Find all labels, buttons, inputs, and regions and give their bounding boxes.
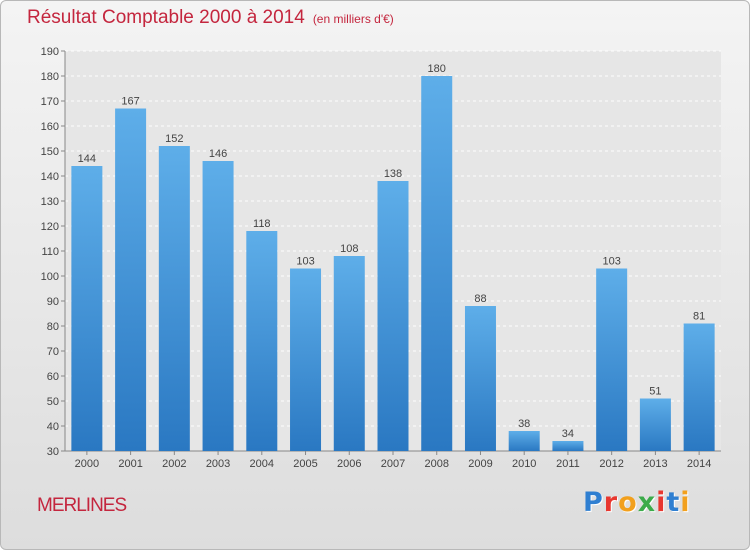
y-tick-label: 30 [47,446,59,458]
data-label-2001: 167 [121,96,139,108]
data-label-2013: 51 [649,386,661,398]
y-tick-label: 120 [41,221,59,233]
y-tick-label: 150 [41,146,59,158]
data-label-2000: 144 [78,153,96,165]
chart-subtitle: (en milliers d'€) [312,12,394,26]
y-tick-label: 180 [41,71,59,83]
data-label-2003: 146 [209,148,227,160]
x-tick-label-2011: 2011 [556,458,580,470]
y-tick-label: 70 [47,346,59,358]
bar-2007 [377,181,409,451]
y-tick-label: 140 [41,171,59,183]
y-tick-label: 60 [47,371,59,383]
bar-2001 [115,108,147,451]
logo-letter: t [666,487,681,518]
chart-title-text: Résultat Comptable 2000 à 2014 [27,7,305,28]
x-tick-label-2010: 2010 [512,458,536,470]
x-tick-label-2006: 2006 [337,458,361,470]
logo-letter: r [603,487,619,518]
bar-2009 [464,306,496,451]
y-tick-label: 110 [41,246,59,258]
bar-2002 [158,146,190,451]
x-tick-label-2012: 2012 [599,458,623,470]
x-tick-label-2009: 2009 [468,458,492,470]
x-tick-label-2008: 2008 [424,458,448,470]
x-tick-label-2007: 2007 [381,458,405,470]
data-label-2012: 103 [602,256,620,268]
y-tick-label: 190 [41,46,59,58]
data-label-2009: 88 [474,293,486,305]
y-tick-label: 130 [41,196,59,208]
commune-name: MERLINES [37,495,127,516]
bar-2006 [333,256,365,451]
proxiti-logo: Proxiti [583,487,691,518]
y-tick-label: 80 [47,321,59,333]
logo-letter: i [656,487,667,518]
y-tick-label: 170 [41,96,59,108]
y-tick-label: 50 [47,396,59,408]
data-label-2005: 103 [296,256,314,268]
x-tick-label-2005: 2005 [293,458,317,470]
x-tick-label-2013: 2013 [643,458,667,470]
data-label-2007: 138 [384,168,402,180]
bar-2013 [639,398,671,451]
logo-letter: P [583,487,604,518]
x-tick-label-2014: 2014 [687,458,711,470]
data-label-2004: 118 [253,218,271,230]
data-label-2014: 81 [693,311,705,323]
bar-2004 [246,231,278,451]
data-label-2010: 38 [518,418,530,430]
x-tick-label-2001: 2001 [118,458,142,470]
logo-letter: i [680,487,691,518]
x-tick-label-2002: 2002 [162,458,186,470]
data-label-2008: 180 [428,63,446,75]
x-tick-label-2004: 2004 [250,458,274,470]
bar-2000 [71,166,103,451]
bar-2010 [508,431,540,451]
y-tick-label: 90 [47,296,59,308]
bar-2014 [683,323,715,451]
bar-2012 [596,268,628,451]
bar-2008 [421,76,453,451]
bar-2011 [552,441,584,451]
y-tick-label: 100 [41,271,59,283]
data-label-2006: 108 [340,243,358,255]
chart-title: Résultat Comptable 2000 à 2014 (en millie… [27,7,394,29]
logo-letter: o [618,487,638,518]
logo-letter: x [637,487,657,518]
x-tick-label-2000: 2000 [75,458,99,470]
data-label-2002: 152 [165,133,183,145]
bar-2003 [202,161,234,451]
bar-2005 [290,268,322,451]
y-tick-label: 160 [41,121,59,133]
y-tick-label: 40 [47,421,59,433]
data-label-2011: 34 [562,428,574,440]
x-tick-label-2003: 2003 [206,458,230,470]
